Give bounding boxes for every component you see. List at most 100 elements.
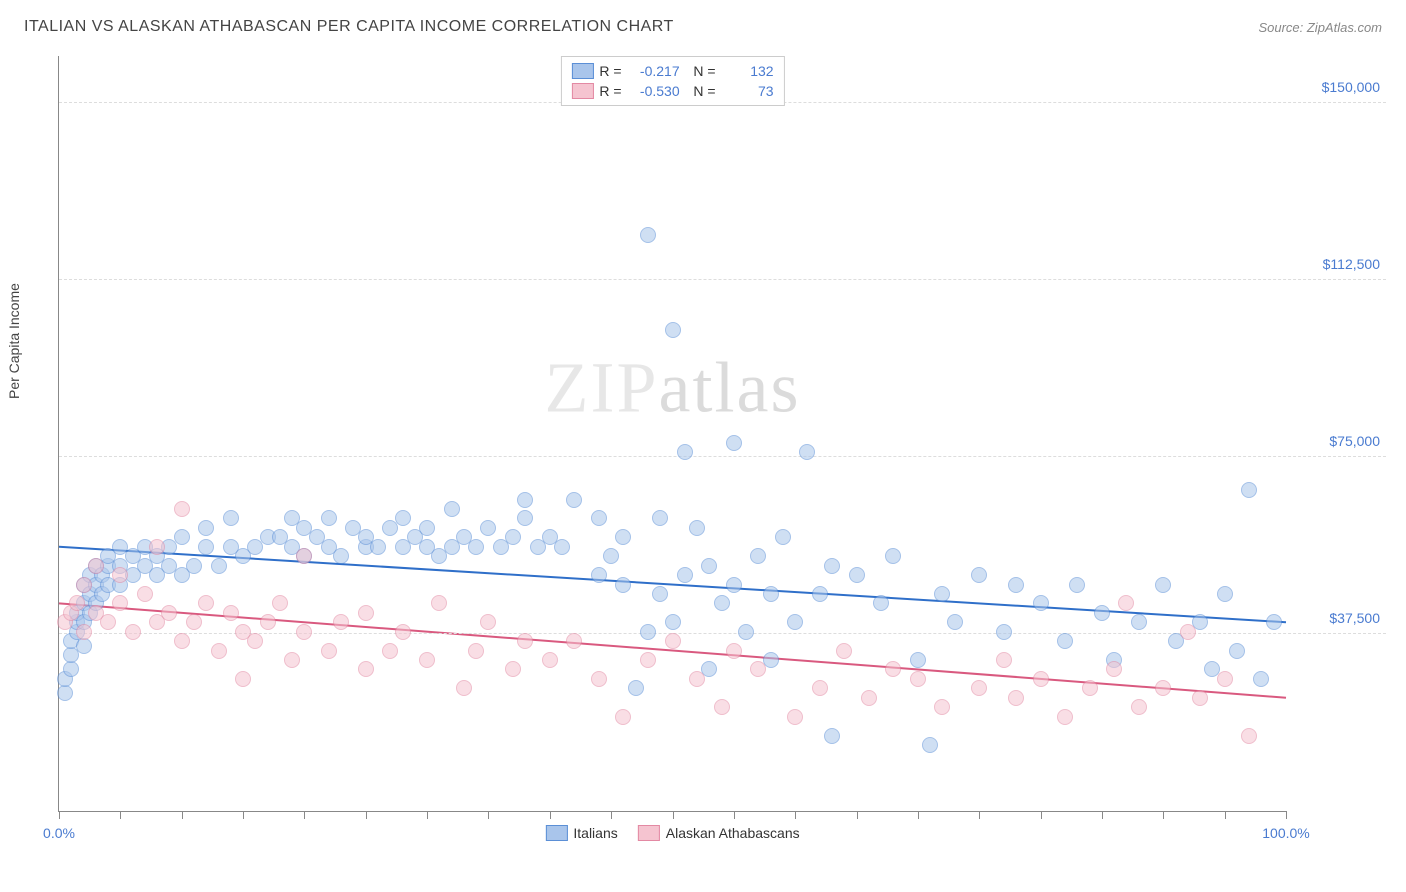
- scatter-point: [517, 510, 533, 526]
- scatter-point: [591, 567, 607, 583]
- scatter-point: [198, 539, 214, 555]
- scatter-point: [1217, 671, 1233, 687]
- scatter-point: [88, 558, 104, 574]
- scatter-point: [812, 586, 828, 602]
- scatter-point: [726, 435, 742, 451]
- x-tick: [857, 811, 858, 819]
- scatter-point: [763, 586, 779, 602]
- scatter-point: [149, 539, 165, 555]
- x-tick: [182, 811, 183, 819]
- scatter-point: [726, 643, 742, 659]
- chart-title: ITALIAN VS ALASKAN ATHABASCAN PER CAPITA…: [24, 18, 674, 36]
- scatter-point: [799, 444, 815, 460]
- scatter-point: [861, 690, 877, 706]
- scatter-point: [198, 595, 214, 611]
- x-tick: [795, 811, 796, 819]
- scatter-point: [247, 633, 263, 649]
- legend-label: Alaskan Athabascans: [666, 825, 800, 841]
- scatter-point: [775, 529, 791, 545]
- scatter-point: [260, 614, 276, 630]
- scatter-point: [615, 577, 631, 593]
- scatter-point: [615, 529, 631, 545]
- scatter-point: [517, 492, 533, 508]
- scatter-point: [996, 624, 1012, 640]
- scatter-point: [934, 699, 950, 715]
- scatter-point: [701, 558, 717, 574]
- scatter-point: [395, 510, 411, 526]
- scatter-point: [665, 322, 681, 338]
- scatter-point: [1033, 671, 1049, 687]
- scatter-point: [665, 614, 681, 630]
- scatter-point: [591, 671, 607, 687]
- scatter-point: [787, 614, 803, 630]
- gridline: [59, 456, 1386, 457]
- scatter-point: [505, 529, 521, 545]
- scatter-point: [333, 548, 349, 564]
- scatter-point: [677, 567, 693, 583]
- x-tick: [1286, 811, 1287, 819]
- legend-row: R =-0.217 N =132: [571, 61, 773, 81]
- scatter-point: [566, 492, 582, 508]
- legend-item: Alaskan Athabascans: [638, 825, 800, 841]
- scatter-point: [1069, 577, 1085, 593]
- scatter-point: [750, 548, 766, 564]
- scatter-point: [444, 501, 460, 517]
- scatter-point: [419, 520, 435, 536]
- scatter-point: [934, 586, 950, 602]
- scatter-point: [591, 510, 607, 526]
- scatter-point: [714, 595, 730, 611]
- scatter-point: [235, 671, 251, 687]
- scatter-point: [76, 624, 92, 640]
- scatter-point: [505, 661, 521, 677]
- scatter-point: [100, 614, 116, 630]
- scatter-point: [652, 510, 668, 526]
- scatter-point: [750, 661, 766, 677]
- scatter-point: [112, 567, 128, 583]
- legend-r-label: R =: [599, 63, 621, 79]
- scatter-point: [456, 680, 472, 696]
- x-tick: [979, 811, 980, 819]
- scatter-point: [566, 633, 582, 649]
- scatter-point: [370, 539, 386, 555]
- scatter-point: [468, 539, 484, 555]
- x-tick-label: 0.0%: [43, 825, 75, 841]
- scatter-point: [628, 680, 644, 696]
- x-tick-label: 100.0%: [1262, 825, 1309, 841]
- legend-swatch: [571, 83, 593, 99]
- correlation-legend: R =-0.217 N =132R =-0.530 N =73: [560, 56, 784, 106]
- scatter-point: [714, 699, 730, 715]
- y-axis-label: Per Capita Income: [6, 283, 22, 399]
- scatter-point: [1106, 661, 1122, 677]
- scatter-point: [640, 227, 656, 243]
- x-tick: [1225, 811, 1226, 819]
- scatter-point: [824, 728, 840, 744]
- scatter-point: [1082, 680, 1098, 696]
- scatter-point: [1192, 690, 1208, 706]
- legend-r-label: R =: [599, 83, 621, 99]
- scatter-point: [885, 661, 901, 677]
- y-tick-label: $75,000: [1290, 433, 1380, 449]
- watermark: ZIPatlas: [545, 347, 801, 430]
- scatter-point: [689, 520, 705, 536]
- scatter-point: [1180, 624, 1196, 640]
- scatter-point: [125, 624, 141, 640]
- scatter-point: [738, 624, 754, 640]
- scatter-point: [603, 548, 619, 564]
- scatter-point: [1008, 577, 1024, 593]
- scatter-point: [971, 567, 987, 583]
- scatter-point: [395, 624, 411, 640]
- scatter-point: [296, 548, 312, 564]
- scatter-point: [1229, 643, 1245, 659]
- plot-area: ZIPatlas R =-0.217 N =132R =-0.530 N =73…: [58, 56, 1286, 812]
- scatter-point: [1118, 595, 1134, 611]
- scatter-point: [1131, 699, 1147, 715]
- scatter-point: [812, 680, 828, 696]
- x-tick: [59, 811, 60, 819]
- scatter-point: [480, 614, 496, 630]
- scatter-point: [726, 577, 742, 593]
- scatter-point: [824, 558, 840, 574]
- scatter-point: [382, 643, 398, 659]
- scatter-point: [57, 685, 73, 701]
- x-tick: [304, 811, 305, 819]
- scatter-point: [1057, 633, 1073, 649]
